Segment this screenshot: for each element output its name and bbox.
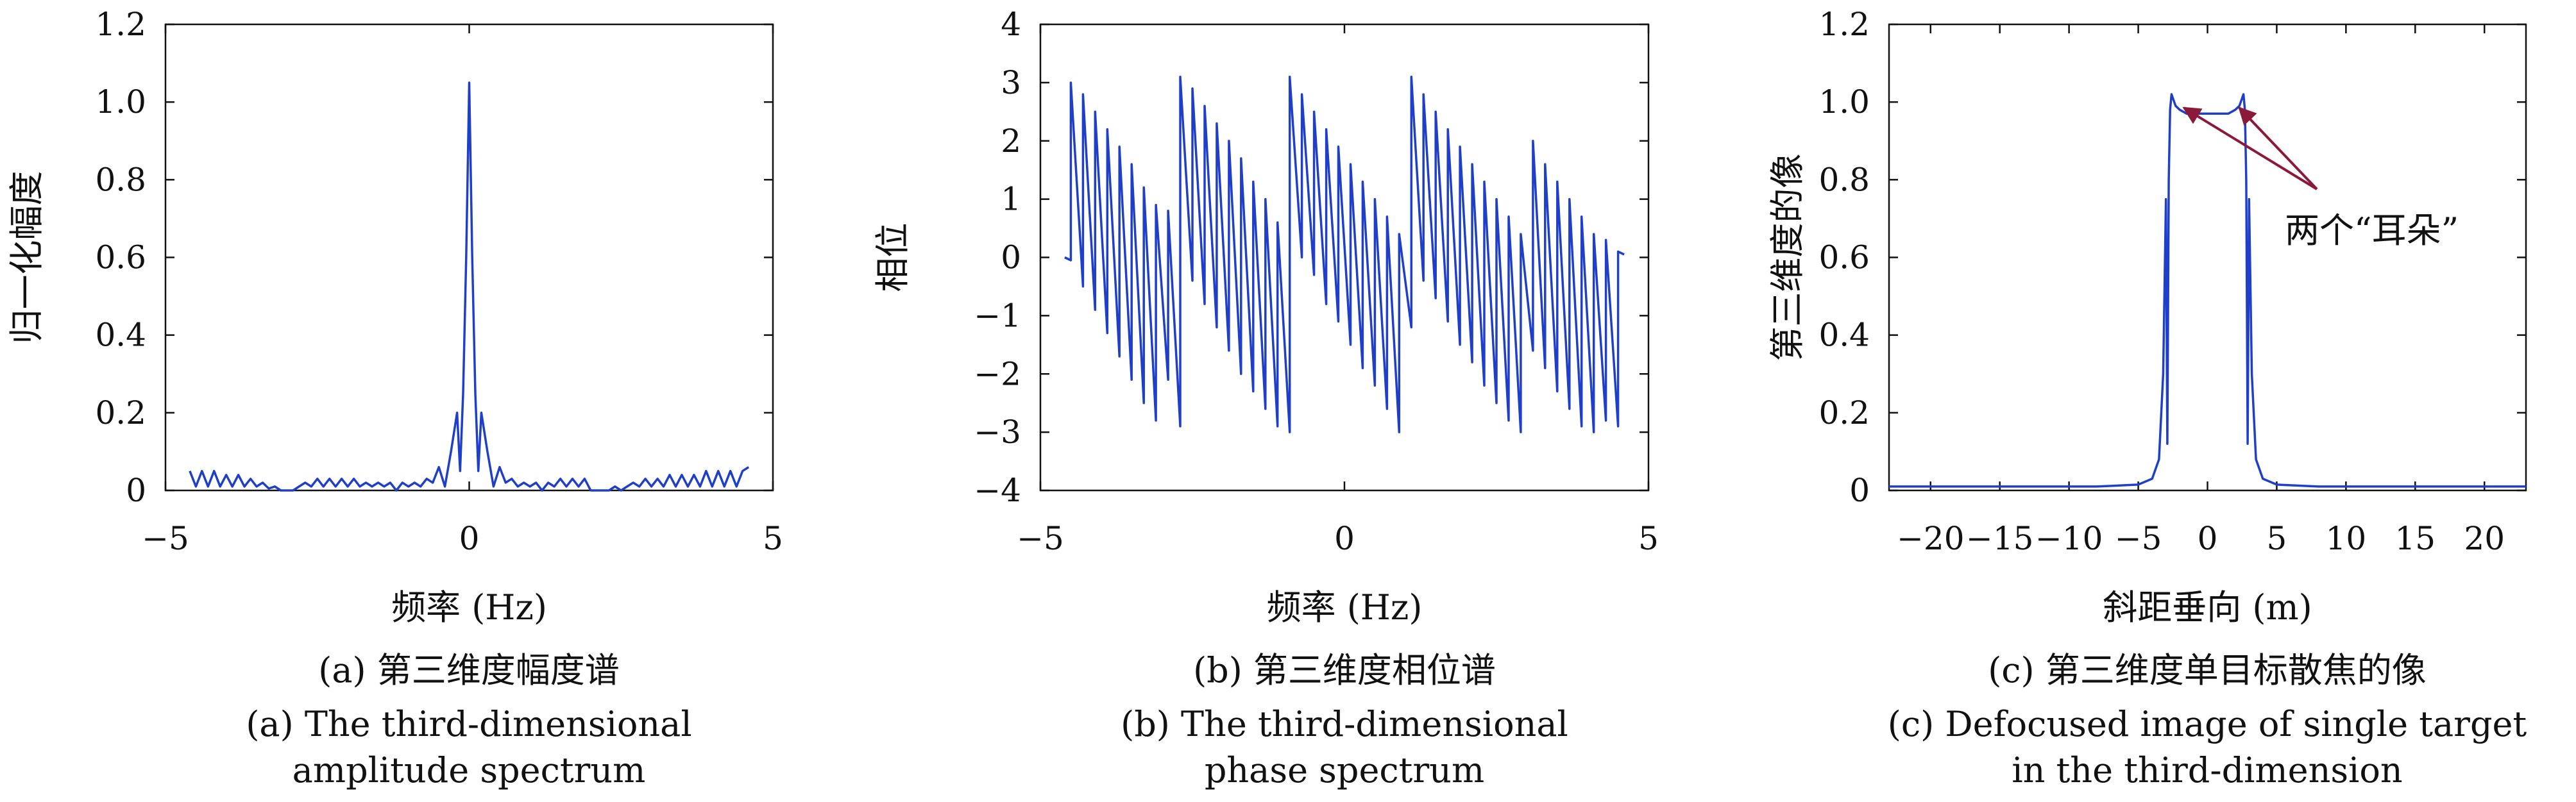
y-tick-label: 0.8 bbox=[1818, 161, 1870, 198]
y-axis-label: 归一化幅度 bbox=[6, 171, 47, 344]
y-tick-label: 0.4 bbox=[95, 317, 146, 354]
y-tick-label: 2 bbox=[1001, 122, 1021, 160]
y-tick-label: 3 bbox=[1001, 64, 1021, 101]
x-tick-label: 5 bbox=[2267, 520, 2287, 557]
caption-cn: (c) 第三维度单目标散焦的像 bbox=[1988, 650, 2427, 690]
caption-cn: (b) 第三维度相位谱 bbox=[1193, 650, 1496, 690]
plot-frame bbox=[1888, 23, 2527, 492]
annotation-arrow-right bbox=[2238, 106, 2318, 190]
series-line bbox=[1064, 76, 1625, 433]
chart-panel-3: −20 −15 −10 −5 0 5 10 15 20 0 0.2 0.4 0.6 0.8 1.0 1.2 第三… bbox=[1767, 6, 2527, 790]
y-tick-label: −3 bbox=[974, 414, 1021, 451]
annotation-arrow-left bbox=[2182, 106, 2318, 190]
y-tick-label: 0.6 bbox=[95, 239, 146, 276]
caption-en-line: amplitude spectrum bbox=[292, 750, 646, 790]
caption-en-line: (b) The third-dimensional bbox=[1121, 704, 1568, 744]
x-tick-label: 10 bbox=[2326, 520, 2367, 557]
x-tick-label: 5 bbox=[1638, 520, 1659, 557]
x-tick-label: −5 bbox=[2115, 520, 2162, 557]
x-axis-label: 频率 (Hz) bbox=[391, 587, 547, 628]
annotation-label: 两个“耳朵” bbox=[2285, 210, 2459, 251]
y-tick-label: −1 bbox=[974, 297, 1021, 334]
y-tick-label: 1.2 bbox=[1818, 6, 1870, 43]
x-tick-label: −5 bbox=[142, 520, 189, 557]
caption-cn: (a) 第三维度幅度谱 bbox=[318, 650, 620, 690]
y-axis-label: 相位 bbox=[872, 223, 913, 292]
y-tick-label: 1 bbox=[1001, 181, 1021, 218]
x-tick-label: 0 bbox=[459, 520, 480, 557]
x-tick-label: −10 bbox=[2035, 520, 2103, 557]
y-tick-label: −2 bbox=[974, 355, 1021, 392]
caption-en-line: phase spectrum bbox=[1205, 750, 1484, 790]
x-axis-label: 斜距垂向 (m) bbox=[2103, 587, 2312, 628]
y-tick-label: 1.2 bbox=[95, 6, 146, 43]
x-tick-label: −20 bbox=[1897, 520, 1965, 557]
y-tick-label: −4 bbox=[974, 472, 1021, 509]
y-tick-label: 0.2 bbox=[95, 394, 146, 431]
y-axis-label: 第三维度的像 bbox=[1767, 154, 1808, 362]
x-tick-label: −5 bbox=[1017, 520, 1064, 557]
y-tick-label: 0.8 bbox=[95, 161, 146, 198]
caption-en-line: (a) The third-dimensional bbox=[246, 704, 691, 744]
y-tick-label: 0 bbox=[1849, 472, 1870, 509]
caption-en-line: in the third-dimension bbox=[2012, 750, 2402, 790]
series-line bbox=[1889, 93, 2526, 488]
x-tick-label: 15 bbox=[2394, 520, 2436, 557]
x-tick-label: −15 bbox=[1966, 520, 2034, 557]
series-line bbox=[189, 81, 750, 492]
x-tick-label: 20 bbox=[2464, 520, 2505, 557]
x-tick-label: 0 bbox=[2198, 520, 2218, 557]
y-tick-label: 1.0 bbox=[95, 83, 146, 121]
y-tick-label: 0 bbox=[126, 472, 146, 509]
y-tick-label: 1.0 bbox=[1818, 83, 1870, 121]
y-tick-label: 0.4 bbox=[1818, 317, 1870, 354]
x-tick-label: 0 bbox=[1334, 520, 1355, 557]
y-tick-label: 0.6 bbox=[1818, 239, 1870, 276]
x-axis-label: 频率 (Hz) bbox=[1267, 587, 1423, 628]
y-tick-label: 4 bbox=[1001, 6, 1021, 43]
y-tick-label: 0.2 bbox=[1818, 394, 1870, 431]
x-tick-label: 5 bbox=[763, 520, 783, 557]
y-tick-label: 0 bbox=[1001, 239, 1021, 276]
caption-en-line: (c) Defocused image of single target bbox=[1888, 704, 2527, 744]
